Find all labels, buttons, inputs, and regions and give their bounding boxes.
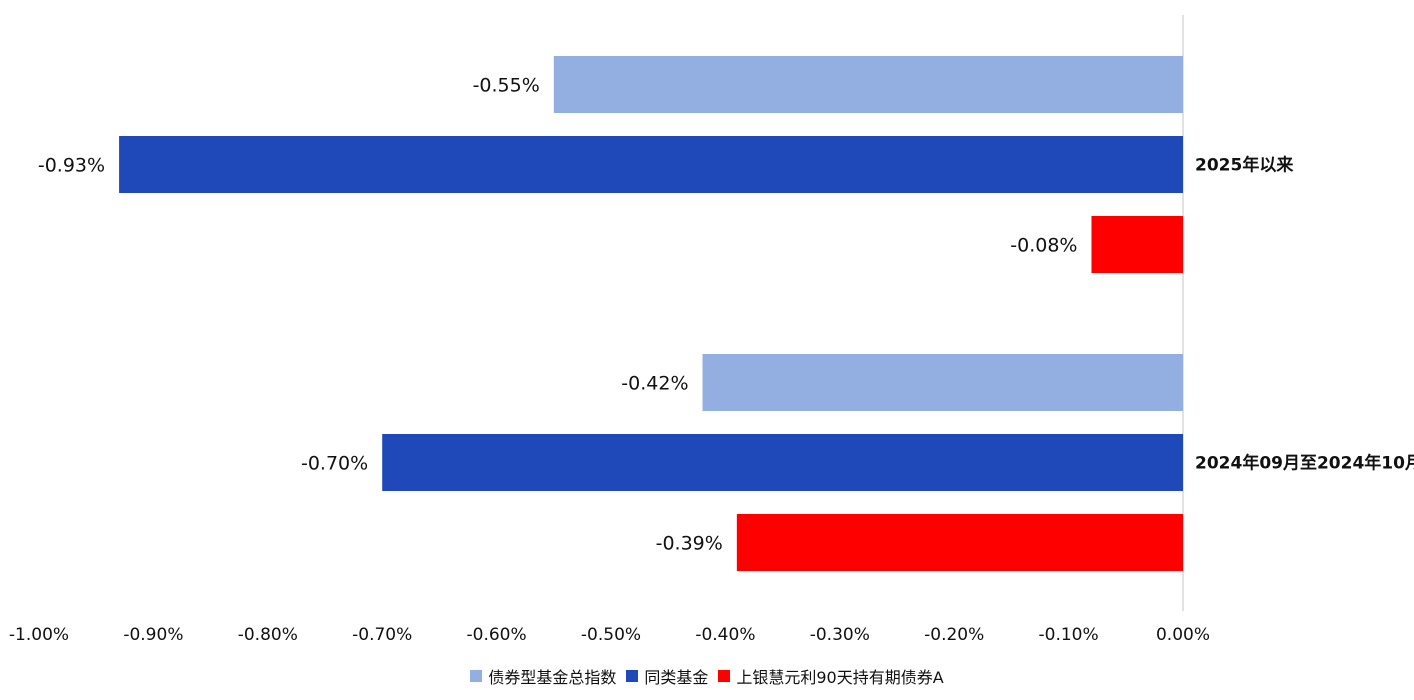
category-label-2024-09-10: 2024年09月至2024年10月 bbox=[1195, 453, 1414, 474]
bar-2025-ytd-series-0 bbox=[553, 56, 1183, 113]
legend-label-fund: 上银慧元利90天持有期债券A bbox=[736, 668, 944, 687]
x-tick-label-10: 0.00% bbox=[1156, 625, 1210, 645]
legend-label-bond-index: 债券型基金总指数 bbox=[488, 668, 617, 687]
category-label-2025-ytd: 2025年以来 bbox=[1195, 155, 1294, 176]
data-label-2024-09-10-series-2: -0.39% bbox=[656, 533, 723, 555]
bar-2025-ytd-series-1 bbox=[119, 136, 1184, 193]
legend-swatch-bond-index bbox=[470, 670, 483, 682]
x-tick-label-0: -1.00% bbox=[9, 625, 69, 645]
data-label-2025-ytd-series-1: -0.93% bbox=[38, 155, 105, 177]
bar-2024-09-10-series-2 bbox=[736, 514, 1183, 571]
legend-item-bond-index: 债券型基金总指数 bbox=[470, 664, 616, 688]
legend-swatch-peer-funds bbox=[626, 670, 639, 682]
data-label-2025-ytd-series-0: -0.55% bbox=[473, 75, 540, 97]
bar-chart: -0.42% -0.70% -0.39% 2024年09月至2024年10月 -0.55… bbox=[9, 15, 1414, 645]
data-label-2024-09-10-series-0: -0.42% bbox=[621, 373, 688, 395]
bar-2024-09-10-series-1 bbox=[382, 434, 1183, 491]
x-tick-label-7: -0.30% bbox=[810, 625, 870, 645]
x-tick-label-4: -0.60% bbox=[467, 625, 527, 645]
data-label-2024-09-10-series-1: -0.70% bbox=[301, 453, 368, 475]
x-tick-label-2: -0.80% bbox=[238, 625, 298, 645]
bar-2024-09-10-series-0 bbox=[702, 354, 1183, 411]
legend-item-fund: 上银慧元利90天持有期债券A bbox=[718, 664, 944, 688]
bar-2025-ytd-series-2 bbox=[1091, 216, 1183, 273]
legend-item-peer-funds: 同类基金 bbox=[626, 664, 708, 688]
legend-label-peer-funds: 同类基金 bbox=[644, 668, 709, 687]
x-tick-label-5: -0.50% bbox=[581, 625, 641, 645]
x-tick-label-9: -0.10% bbox=[1039, 625, 1099, 645]
x-tick-label-1: -0.90% bbox=[123, 625, 183, 645]
data-label-2025-ytd-series-2: -0.08% bbox=[1010, 235, 1077, 257]
x-tick-label-8: -0.20% bbox=[924, 625, 984, 645]
x-tick-label-3: -0.70% bbox=[352, 625, 412, 645]
legend-swatch-fund bbox=[718, 670, 731, 682]
legend: 债券型基金总指数 同类基金 上银慧元利90天持有期债券A bbox=[0, 663, 1414, 689]
x-tick-label-6: -0.40% bbox=[695, 625, 755, 645]
